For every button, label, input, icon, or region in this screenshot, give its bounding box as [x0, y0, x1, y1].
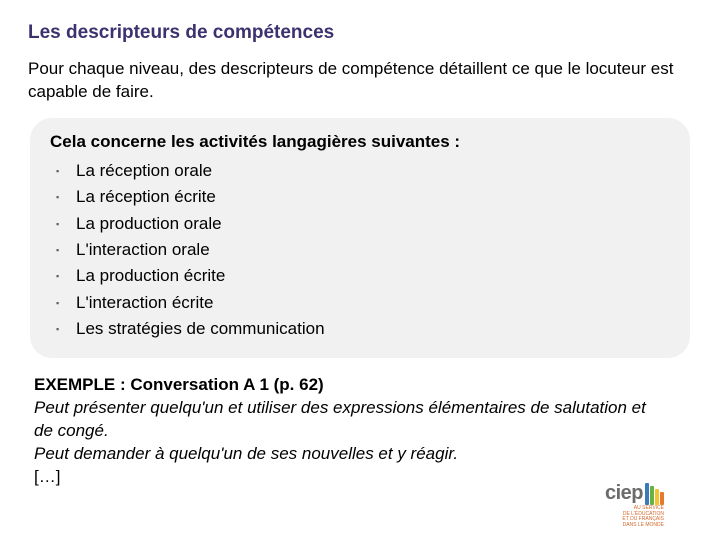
logo-text: ciep: [605, 482, 643, 505]
panel-heading: Cela concerne les activités langagières …: [50, 132, 670, 152]
activities-list: La réception orale La réception écrite L…: [50, 158, 670, 342]
example-line: Peut présenter quelqu'un et utiliser des…: [34, 397, 652, 443]
list-item: L'interaction écrite: [50, 290, 670, 316]
example-ellipsis: […]: [34, 466, 652, 489]
logo-stripe: [650, 486, 654, 505]
logo-sub-line: DANS LE MONDE: [605, 523, 664, 529]
list-item: L'interaction orale: [50, 237, 670, 263]
list-item: La production écrite: [50, 263, 670, 289]
activities-panel: Cela concerne les activités langagières …: [30, 118, 690, 358]
ciep-logo: ciep AU SERVICE DE L'ÉDUCATION ET DU FRA…: [605, 482, 664, 528]
logo-stripe: [645, 483, 649, 505]
example-heading: EXEMPLE : Conversation A 1 (p. 62): [34, 374, 652, 397]
logo-stripe: [655, 489, 659, 505]
example-block: EXEMPLE : Conversation A 1 (p. 62) Peut …: [28, 374, 692, 489]
logo-subtext: AU SERVICE DE L'ÉDUCATION ET DU FRANÇAIS…: [605, 506, 664, 528]
list-item: Les stratégies de communication: [50, 316, 670, 342]
list-item: La réception orale: [50, 158, 670, 184]
logo-stripes-icon: [645, 483, 664, 505]
list-item: La production orale: [50, 211, 670, 237]
example-line: Peut demander à quelqu'un de ses nouvell…: [34, 443, 652, 466]
page-title: Les descripteurs de compétences: [28, 22, 692, 44]
list-item: La réception écrite: [50, 184, 670, 210]
intro-text: Pour chaque niveau, des descripteurs de …: [28, 58, 692, 104]
logo-stripe: [660, 492, 664, 505]
logo-main: ciep: [605, 482, 664, 505]
